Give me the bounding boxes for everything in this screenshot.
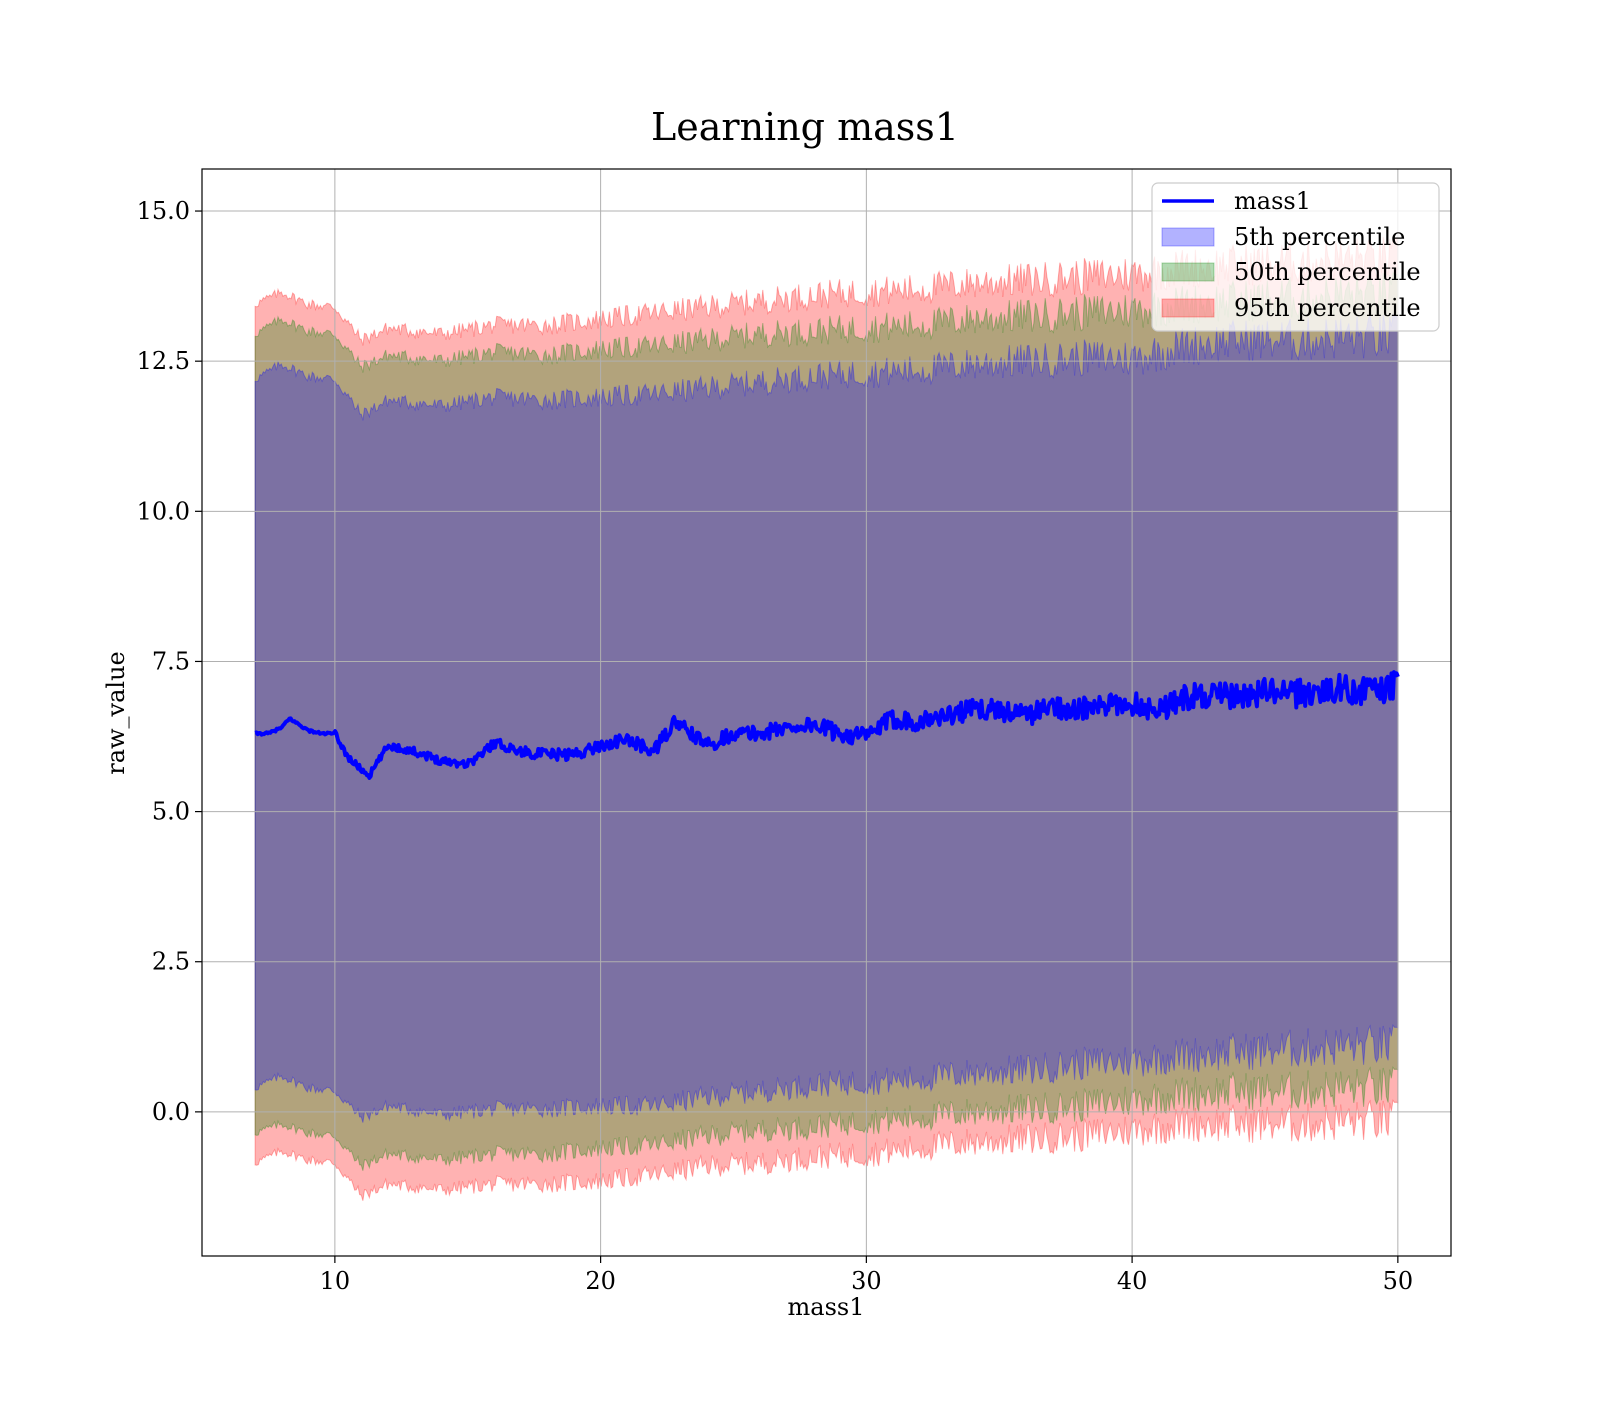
y-tick-label: 10.0 xyxy=(137,497,190,525)
y-axis-ticks: 0.0 2.5 5.0 7.5 10.0 12.5 15.0 xyxy=(137,197,202,1126)
y-tick-label: 12.5 xyxy=(137,347,190,375)
legend-label-mass1: mass1 xyxy=(1234,187,1311,215)
series-line-layer xyxy=(254,670,1400,780)
x-tick-label: 50 xyxy=(1383,1267,1414,1295)
series-line-mass1 xyxy=(254,670,1400,780)
y-tick-label: 7.5 xyxy=(152,647,190,675)
x-tick-label: 30 xyxy=(851,1267,882,1295)
plot-frame xyxy=(201,168,1452,1257)
legend-swatch-95th xyxy=(1161,298,1215,318)
y-tick-label: 5.0 xyxy=(152,798,190,826)
y-tick-label: 2.5 xyxy=(152,948,190,976)
legend-swatch-50th xyxy=(1161,262,1215,282)
y-tick-label: 15.0 xyxy=(137,197,190,225)
legend-box xyxy=(1151,182,1440,332)
percentile-bands xyxy=(254,234,1399,1201)
chart-title: Learning mass1 xyxy=(651,105,959,149)
legend-label-50th: 50th percentile xyxy=(1234,258,1421,286)
legend: mass1 5th percentile 50th percentile 95t… xyxy=(1151,182,1440,332)
x-tick-label: 10 xyxy=(320,1267,351,1295)
x-axis-label: mass1 xyxy=(788,1293,865,1321)
y-tick-label: 0.0 xyxy=(152,1098,190,1126)
band-5th-percentile xyxy=(254,313,1399,1123)
y-axis-label: raw_value xyxy=(102,651,130,775)
legend-label-95th: 95th percentile xyxy=(1234,294,1421,322)
gridlines xyxy=(202,169,1451,1256)
x-tick-label: 40 xyxy=(1117,1267,1148,1295)
x-axis-ticks: 10 20 30 40 50 xyxy=(320,1256,1414,1295)
x-tick-label: 20 xyxy=(585,1267,616,1295)
legend-swatch-5th xyxy=(1161,227,1215,247)
legend-label-5th: 5th percentile xyxy=(1234,223,1405,251)
